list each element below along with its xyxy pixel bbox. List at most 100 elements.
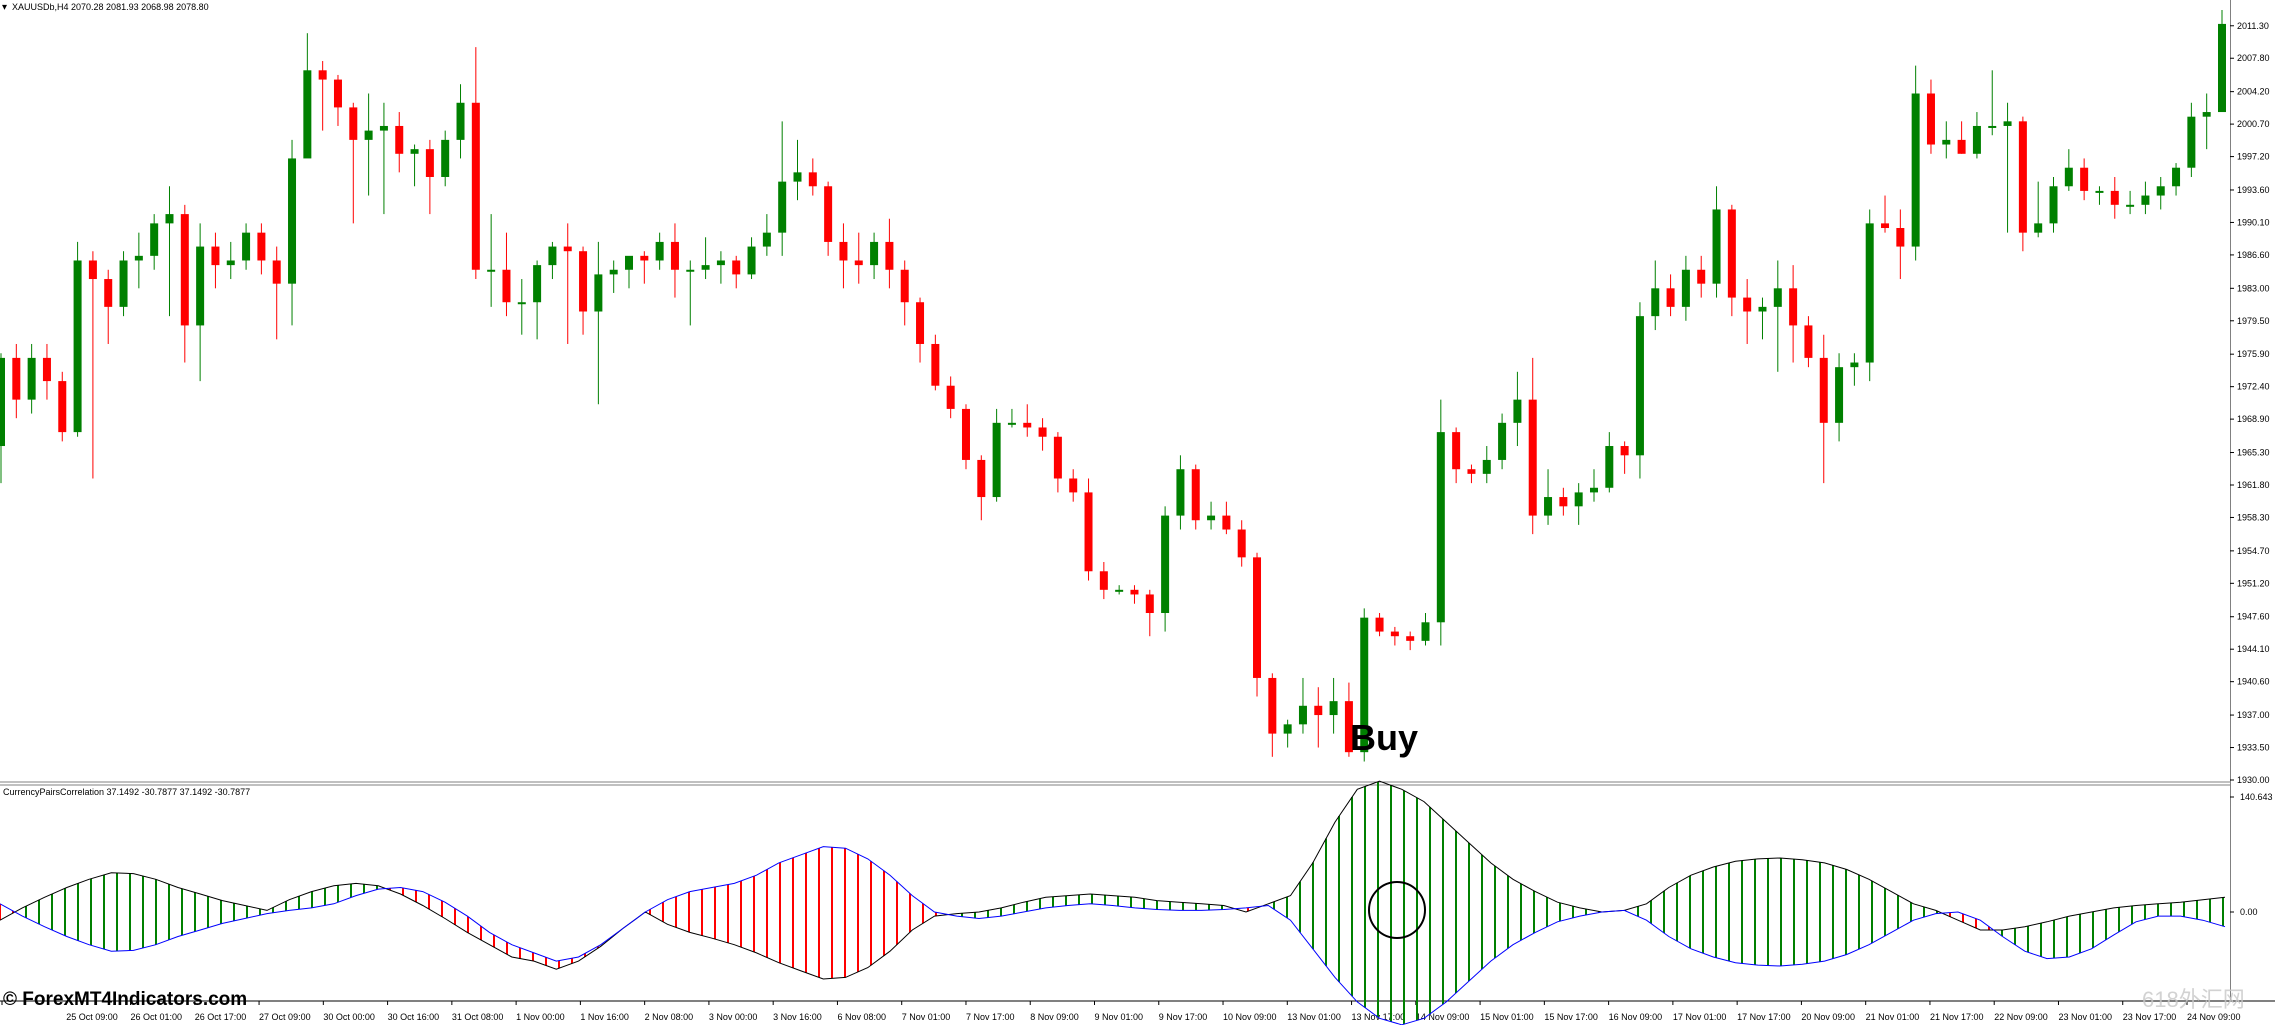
- candle: [1314, 687, 1323, 748]
- candle-body: [1835, 367, 1844, 423]
- candle-body: [364, 130, 373, 140]
- indicator-tick-label: 140.643: [2240, 792, 2273, 802]
- time-tick-label: 14 Nov 09:00: [1416, 1012, 1470, 1022]
- candle-body: [2003, 121, 2012, 126]
- candle: [364, 93, 373, 196]
- candle: [471, 47, 480, 280]
- candle-body: [134, 255, 143, 261]
- candle: [655, 232, 664, 270]
- time-tick-label: 15 Nov 01:00: [1480, 1012, 1534, 1022]
- candle: [1436, 399, 1445, 646]
- candle-body: [1253, 557, 1262, 678]
- candle-body: [27, 357, 36, 400]
- time-tick-label: 9 Nov 01:00: [1095, 1012, 1144, 1022]
- candle-body: [946, 385, 955, 409]
- candle: [1727, 204, 1736, 317]
- candle-body: [1482, 459, 1491, 474]
- candle: [2095, 186, 2104, 205]
- candle-body: [104, 279, 113, 307]
- candle-body: [0, 357, 5, 447]
- candle-body: [1268, 677, 1277, 734]
- candle: [1589, 469, 1598, 502]
- price-tick-label: 2004.20: [2237, 87, 2270, 97]
- candle: [58, 371, 67, 442]
- candle-body: [1038, 427, 1047, 437]
- candle: [1743, 279, 1752, 344]
- candle: [1758, 297, 1767, 340]
- candle-body: [1957, 139, 1966, 154]
- signal-circle: [1368, 881, 1426, 939]
- candle-body: [579, 251, 588, 312]
- candle: [670, 223, 679, 298]
- time-tick-label: 20 Nov 09:00: [1801, 1012, 1855, 1022]
- candle: [1559, 487, 1568, 516]
- time-tick-label: 7 Nov 01:00: [902, 1012, 951, 1022]
- candle: [1038, 418, 1047, 451]
- candle-body: [1681, 269, 1690, 307]
- candle-body: [2172, 167, 2181, 187]
- candle: [1099, 561, 1108, 600]
- candle: [824, 181, 833, 256]
- buy-label: Buy: [1350, 717, 1418, 758]
- candle-body: [1222, 515, 1231, 530]
- candle-body: [1329, 701, 1338, 716]
- price-tick-label: 1930.00: [2237, 775, 2270, 785]
- chart-header-icon[interactable]: ▾: [2, 2, 7, 13]
- candle: [379, 102, 388, 215]
- candle-body: [1237, 529, 1246, 558]
- candle: [1681, 255, 1690, 321]
- indicator-header: CurrencyPairsCorrelation 37.1492 -30.787…: [3, 787, 250, 797]
- candle: [870, 232, 879, 280]
- candle: [2141, 181, 2150, 215]
- candle-body: [670, 241, 679, 270]
- candle: [2156, 176, 2165, 210]
- candle-body: [1697, 269, 1706, 284]
- candle-body: [88, 260, 97, 280]
- candle-body: [625, 255, 634, 270]
- candle: [349, 102, 358, 224]
- candle: [885, 218, 894, 289]
- candle: [487, 214, 496, 307]
- candle-body: [1727, 209, 1736, 298]
- price-tick-label: 1961.80: [2237, 480, 2270, 490]
- candle: [196, 223, 205, 382]
- candle-body: [1972, 125, 1981, 154]
- candle-body: [1528, 399, 1537, 516]
- candle-body: [150, 223, 159, 256]
- time-tick-label: 3 Nov 16:00: [773, 1012, 822, 1022]
- candle-body: [640, 255, 649, 261]
- candle-body: [180, 214, 189, 326]
- candle: [456, 84, 465, 159]
- candle-body: [732, 260, 741, 275]
- candle: [2126, 190, 2135, 215]
- candle: [42, 343, 51, 400]
- candle: [931, 334, 940, 391]
- candle-body: [196, 246, 205, 326]
- candle: [2187, 102, 2196, 177]
- candle: [579, 246, 588, 335]
- candle: [594, 241, 603, 405]
- candle-body: [900, 269, 909, 303]
- time-tick-label: 7 Nov 17:00: [966, 1012, 1015, 1022]
- candle-body: [1069, 478, 1078, 493]
- candle-body: [2049, 186, 2058, 224]
- candle-body: [1007, 422, 1016, 425]
- candle: [1835, 353, 1844, 442]
- candle-body: [701, 265, 710, 270]
- candle-body: [1145, 594, 1154, 614]
- candle: [1513, 371, 1522, 447]
- candle: [1390, 626, 1399, 646]
- candle-body: [349, 107, 358, 140]
- time-tick-label: 24 Nov 09:00: [2187, 1012, 2241, 1022]
- candle-body: [931, 343, 940, 386]
- candle: [257, 223, 266, 275]
- candle: [134, 232, 143, 289]
- candle: [441, 130, 450, 187]
- price-tick-label: 1979.50: [2237, 316, 2270, 326]
- candle-body: [1498, 422, 1507, 460]
- candle-body: [609, 269, 618, 275]
- candle-body: [1161, 515, 1170, 614]
- candle-body: [1881, 223, 1890, 229]
- candle-body: [1605, 446, 1614, 488]
- price-tick-label: 1965.30: [2237, 448, 2270, 458]
